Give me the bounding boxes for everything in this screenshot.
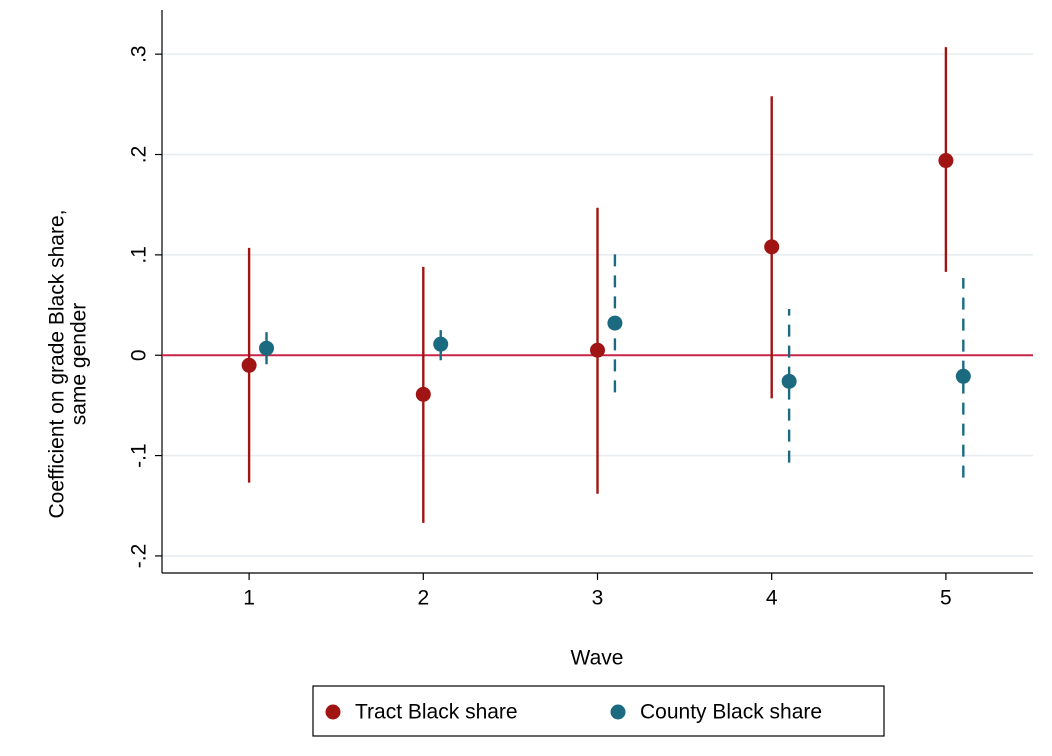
y-axis-title-line: same gender	[68, 303, 91, 426]
point	[764, 239, 780, 255]
point	[955, 368, 971, 384]
legend-label: County Black share	[640, 701, 822, 724]
y-tick-label-group: -.2	[128, 544, 151, 569]
y-tick-label: 0	[128, 349, 151, 361]
point	[781, 373, 797, 389]
x-tick-label: 3	[592, 587, 604, 610]
y-tick-label-group: .3	[128, 45, 151, 63]
point	[241, 357, 257, 373]
x-tick-label: 4	[766, 587, 778, 610]
y-axis-title: Coefficient on grade Black share, same g…	[46, 210, 91, 519]
y-tick-label: .2	[128, 146, 151, 164]
y-tick-label: .3	[128, 45, 151, 63]
y-tick-label: -.2	[128, 544, 151, 569]
point	[433, 336, 449, 352]
y-tick-label: -.1	[128, 443, 151, 468]
legend-marker	[325, 704, 341, 720]
y-tick-label-group: .2	[128, 146, 151, 164]
legend-marker	[610, 704, 626, 720]
point	[607, 315, 623, 331]
x-axis-title: Wave	[571, 647, 624, 670]
point	[415, 386, 431, 402]
x-tick-label: 2	[417, 587, 429, 610]
point	[259, 340, 275, 356]
x-tick-label: 5	[940, 587, 952, 610]
y-tick-label-group: .1	[128, 246, 151, 264]
x-tick-label: 1	[243, 587, 255, 610]
legend-box	[312, 685, 885, 737]
y-axis-title-line: Coefficient on grade Black share,	[46, 210, 69, 519]
y-tick-label-group: 0	[128, 349, 151, 361]
y-tick-label: .1	[128, 246, 151, 264]
point	[590, 342, 605, 358]
point	[938, 153, 954, 169]
legend-label: Tract Black share	[355, 701, 518, 724]
y-tick-label-group: -.1	[128, 443, 151, 468]
